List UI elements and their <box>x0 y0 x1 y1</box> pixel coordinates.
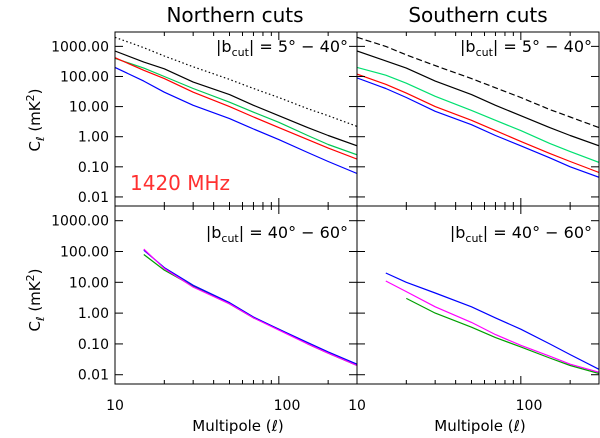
series-line-1 <box>143 249 357 365</box>
cut-annotation-top-right: |bcut| = 5° − 40° <box>460 37 592 59</box>
panel-north-40-60: 1000.00 100.00 10.00 1.00 0.10 0.01 <box>51 205 358 385</box>
series-line-0 <box>115 36 357 127</box>
series-line-1 <box>357 50 599 147</box>
series-line-0 <box>406 297 599 375</box>
series-line-2 <box>143 248 357 367</box>
x-tick-label-100-left: 100 <box>274 398 301 414</box>
x-tick-label-100-right: 100 <box>516 398 543 414</box>
series-line-3 <box>357 73 599 174</box>
x-axis-label-right: Multipole (ℓ) <box>434 417 525 435</box>
cut-annotation-top-left: |bcut| = 5° − 40° <box>216 37 348 59</box>
x-tick-label-10-right: 10 <box>348 398 366 414</box>
frequency-label: 1420 MHz <box>130 171 230 195</box>
y-axis-label-top: Cℓ (mK2) <box>24 89 47 152</box>
y-tick-label: 100.00 <box>60 69 109 85</box>
y-tick-label: 1000.00 <box>51 39 109 55</box>
series-line-4 <box>115 66 357 175</box>
cut-annotation-bottom-left: |bcut| = 40° − 60° <box>206 223 348 245</box>
y-tick-label: 1.00 <box>78 306 109 322</box>
column-title-southern: Southern cuts <box>408 3 547 27</box>
series-line-1 <box>385 272 599 370</box>
y-axis-label-bottom: Cℓ (mK2) <box>24 269 47 332</box>
panel-south-40-60 <box>356 205 600 385</box>
x-axis-label-left: Multipole (ℓ) <box>192 417 283 435</box>
series-line-2 <box>385 280 599 373</box>
series-line-2 <box>115 57 357 156</box>
series-line-0 <box>357 36 599 129</box>
series-line-1 <box>115 50 357 147</box>
y-tick-label: 0.10 <box>78 337 109 353</box>
series-line-4 <box>357 77 599 178</box>
y-tick-label: 0.01 <box>78 190 109 206</box>
y-tick-label: 1.00 <box>78 130 109 146</box>
series-line-0 <box>143 254 357 367</box>
x-tick-label-10-left: 10 <box>106 398 124 414</box>
y-tick-label: 0.10 <box>78 160 109 176</box>
panel-frame <box>356 205 600 385</box>
series-line-2 <box>357 66 599 163</box>
series-line-3 <box>115 57 357 160</box>
y-tick-label: 10.00 <box>69 100 109 116</box>
y-tick-label: 0.01 <box>78 368 109 384</box>
cut-annotation-bottom-right: |bcut| = 40° − 60° <box>450 223 592 245</box>
column-title-northern: Northern cuts <box>166 3 303 27</box>
y-tick-label: 10.00 <box>69 275 109 291</box>
y-tick-label: 1000.00 <box>51 214 109 230</box>
y-tick-label: 100.00 <box>60 245 109 261</box>
